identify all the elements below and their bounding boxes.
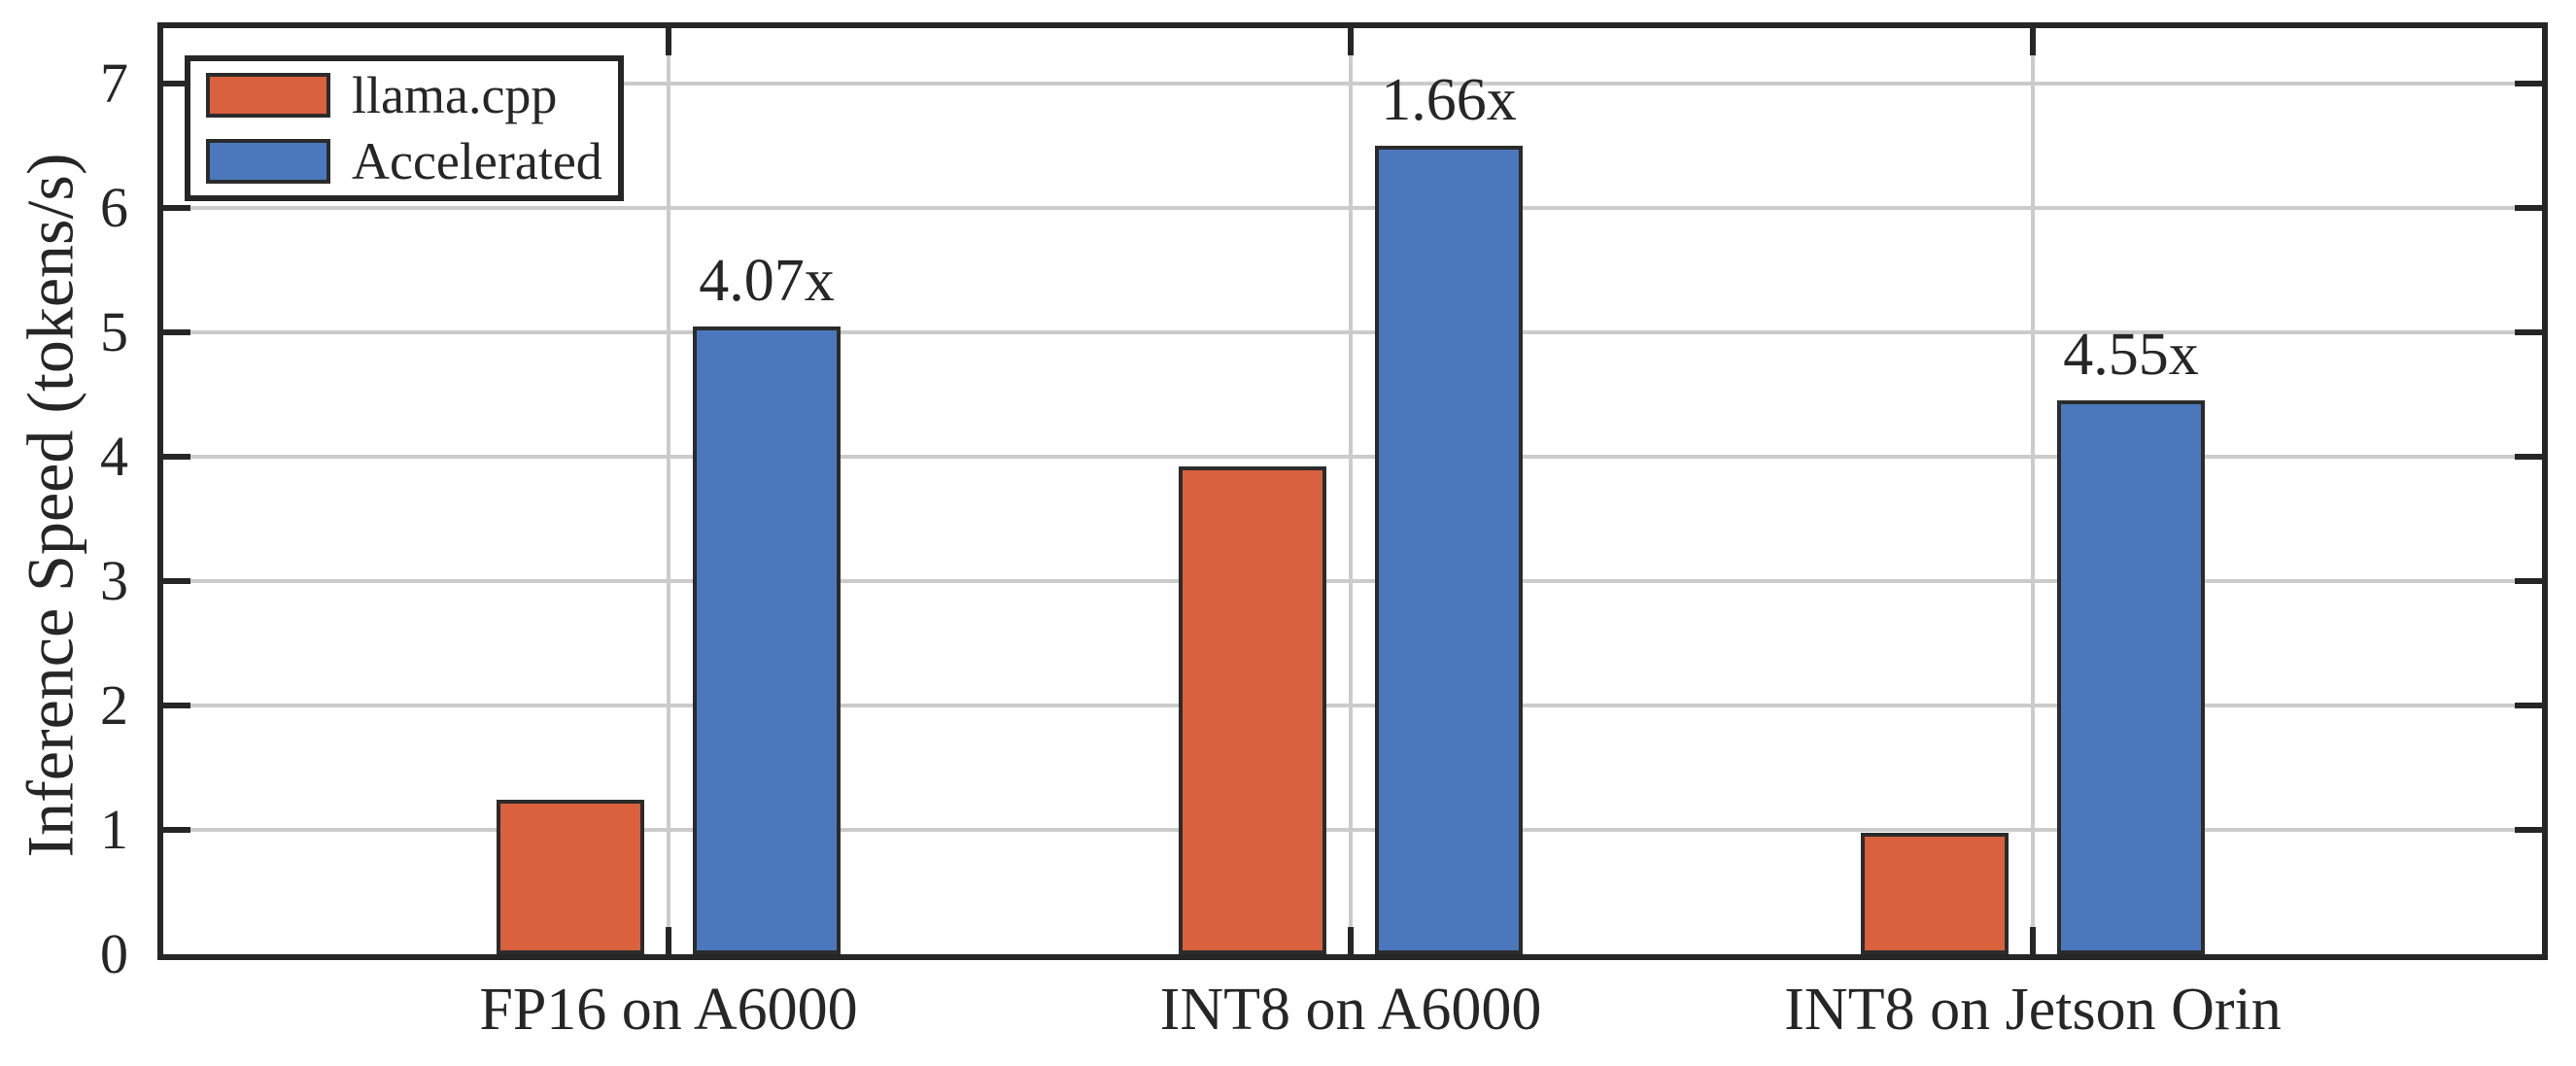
axis-tick-top bbox=[2030, 28, 2036, 55]
y-tick-label: 4 bbox=[100, 425, 128, 488]
axis-tick-right bbox=[2515, 81, 2542, 86]
legend-label-accelerated: Accelerated bbox=[352, 132, 602, 190]
x-category-label: INT8 on A6000 bbox=[1159, 977, 1542, 1043]
y-tick-label: 3 bbox=[100, 549, 128, 612]
x-category-label: INT8 on Jetson Orin bbox=[1784, 977, 2282, 1043]
axis-tick-bottom bbox=[1348, 927, 1354, 954]
speedup-annotation: 1.66x bbox=[1381, 67, 1517, 133]
bar-llama-cpp bbox=[1861, 833, 2009, 954]
speedup-annotation: 4.07x bbox=[699, 247, 835, 314]
axis-tick-left bbox=[163, 827, 190, 833]
y-tick-label: 6 bbox=[100, 176, 128, 239]
h-gridline bbox=[163, 704, 2542, 707]
bar-llama-cpp bbox=[497, 800, 644, 954]
bar-accelerated bbox=[693, 327, 841, 954]
y-tick-label: 2 bbox=[100, 673, 128, 737]
legend-swatch-accelerated bbox=[206, 139, 330, 184]
bar-accelerated bbox=[1375, 146, 1523, 954]
axis-tick-right bbox=[2515, 454, 2542, 460]
axis-tick-right bbox=[2515, 703, 2542, 708]
axis-tick-right bbox=[2515, 329, 2542, 335]
h-gridline bbox=[163, 455, 2542, 459]
speedup-annotation: 4.55x bbox=[2063, 322, 2199, 389]
y-tick-label: 0 bbox=[100, 922, 128, 985]
plot-area bbox=[157, 22, 2548, 960]
bar-accelerated bbox=[2057, 400, 2205, 954]
axis-tick-bottom bbox=[2030, 927, 2036, 954]
axis-tick-top bbox=[666, 28, 671, 55]
axis-tick-top bbox=[1348, 28, 1354, 55]
legend-label-llama-cpp: llama.cpp bbox=[352, 66, 558, 124]
v-gridline bbox=[1349, 28, 1353, 954]
legend-entry-accelerated: Accelerated bbox=[206, 135, 618, 188]
x-category-label: FP16 on A6000 bbox=[479, 977, 858, 1043]
axis-tick-right bbox=[2515, 578, 2542, 584]
y-tick-label: 7 bbox=[100, 52, 128, 115]
legend-swatch-llama-cpp bbox=[206, 73, 330, 118]
h-gridline bbox=[163, 330, 2542, 334]
y-tick-label: 1 bbox=[100, 798, 128, 861]
bar-llama-cpp bbox=[1179, 466, 1326, 954]
axis-tick-left bbox=[163, 205, 190, 211]
axis-tick-left bbox=[163, 703, 190, 708]
h-gridline bbox=[163, 82, 2542, 86]
axis-tick-left bbox=[163, 81, 190, 86]
h-gridline bbox=[163, 579, 2542, 583]
h-gridline bbox=[163, 206, 2542, 210]
axis-tick-left bbox=[163, 329, 190, 335]
axis-tick-bottom bbox=[666, 927, 671, 954]
h-gridline bbox=[163, 828, 2542, 832]
v-gridline bbox=[667, 28, 670, 954]
legend: llama.cpp Accelerated bbox=[185, 55, 624, 201]
y-axis-label: Inference Speed (tokens/s) bbox=[13, 153, 87, 858]
axis-tick-right bbox=[2515, 205, 2542, 211]
axis-tick-left bbox=[163, 454, 190, 460]
y-tick-label: 5 bbox=[100, 300, 128, 363]
legend-entry-llama-cpp: llama.cpp bbox=[206, 69, 618, 121]
axis-tick-left bbox=[163, 578, 190, 584]
v-gridline bbox=[2031, 28, 2035, 954]
axis-tick-right bbox=[2515, 827, 2542, 833]
